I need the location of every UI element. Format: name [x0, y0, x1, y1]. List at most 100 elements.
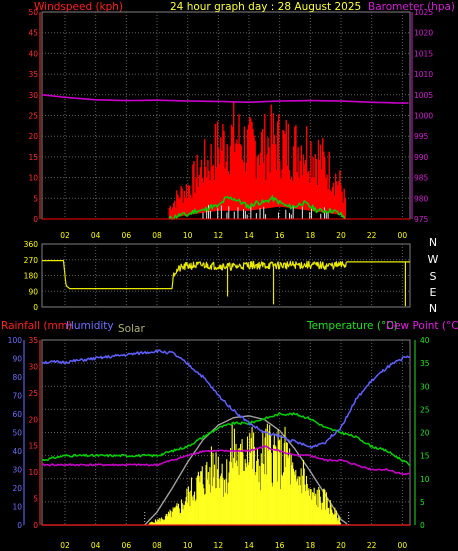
humidity-tick-label: 60 [12, 410, 22, 419]
compass-south: S [429, 270, 437, 283]
windspeed-tick-label: 50 [28, 8, 38, 17]
climate-panel-x-tick-label: 10 [183, 541, 193, 550]
wind-panel-x-tick-label: 02 [60, 231, 70, 240]
humidity-tick-label: 0 [17, 521, 22, 530]
rainfall-tick-label: 25 [28, 389, 38, 398]
temperature-tick-label: 15 [420, 452, 430, 461]
rainfall-tick-label: 30 [28, 362, 38, 371]
compass-east: E [429, 286, 437, 299]
humidity-tick-label: 70 [12, 392, 22, 401]
wind-panel-x-tick-label: 12 [214, 231, 224, 240]
wind-panel-x-tick-label: 10 [183, 231, 193, 240]
windspeed-tick-label: 25 [28, 112, 38, 121]
wind-panel-x-tick-label: 00 [398, 231, 408, 240]
climate-panel-x-tick-label: 02 [60, 541, 70, 550]
windspeed-axis-title: Windspeed (kph) [34, 1, 124, 13]
direction-tick-label: 0 [33, 303, 38, 312]
barometer-line [41, 94, 409, 104]
climate-panel-x-tick-label: 22 [367, 541, 377, 550]
barometer-axis-title: Barometer (hpa) [368, 1, 456, 13]
climate-panel-x-tick-label: 06 [122, 541, 132, 550]
humidity-line [41, 349, 411, 449]
direction-tick-label: 360 [24, 240, 39, 249]
temperature-tick-label: 25 [420, 405, 430, 414]
wind-panel-x-tick-label: 04 [91, 231, 101, 240]
compass-north-top: N [428, 236, 438, 249]
humidity-tick-label: 30 [12, 466, 22, 475]
rainfall-tick-label: 10 [28, 468, 38, 477]
windspeed-tick-label: 0 [33, 215, 38, 224]
humidity-tick-label: 100 [8, 336, 23, 345]
barometer-tick-label: 1025 [414, 8, 433, 17]
climate-panel-x-tick-label: 20 [336, 541, 346, 550]
direction-tick-label: 90 [28, 287, 38, 296]
barometer-tick-label: 990 [414, 153, 429, 162]
humidity-tick-label: 50 [12, 429, 22, 438]
temperature-tick-label: 30 [420, 382, 430, 391]
barometer-tick-label: 1005 [414, 91, 433, 100]
climate-panel-x-tick-label: 00 [398, 541, 408, 550]
rainfall-axis-title: Rainfall (mm) [1, 320, 73, 332]
wind-gust-bars [168, 102, 346, 219]
average-wind-line [168, 195, 346, 220]
rainfall-tick-label: 5 [33, 495, 38, 504]
temperature-tick-label: 10 [420, 475, 430, 484]
temperature-tick-label: 0 [420, 521, 425, 530]
compass-north-bottom: N [428, 302, 438, 315]
direction-tick-label: 180 [24, 272, 39, 281]
windspeed-tick-label: 30 [28, 91, 38, 100]
wind-panel-x-tick-label: 08 [152, 231, 162, 240]
solar-label: Solar [118, 323, 145, 335]
barometer-tick-label: 980 [414, 194, 429, 203]
dew-point-line [41, 444, 411, 476]
wind-panel-x-tick-label: 18 [306, 231, 316, 240]
wind-panel-x-tick-label: 06 [122, 231, 132, 240]
wind-direction-line [41, 260, 410, 290]
windspeed-tick-label: 20 [28, 132, 38, 141]
humidity-axis-title: Humidity [66, 320, 114, 332]
temperature-axis-title: Temperature (°C) [307, 320, 398, 332]
barometer-tick-label: 1020 [414, 29, 433, 38]
solar-max-curve [144, 415, 348, 526]
windspeed-tick-label: 45 [28, 29, 38, 38]
windspeed-tick-label: 40 [28, 49, 38, 58]
climate-panel-x-tick-label: 14 [244, 541, 254, 550]
temperature-tick-label: 35 [420, 359, 430, 368]
rainfall-tick-label: 20 [28, 415, 38, 424]
climate-panel-x-tick-label: 08 [152, 541, 162, 550]
climate-panel-x-tick-label: 04 [91, 541, 101, 550]
rainfall-tick-label: 0 [33, 521, 38, 530]
rainfall-tick-label: 35 [28, 336, 38, 345]
climate-panel-x-tick-label: 12 [214, 541, 224, 550]
direction-tick-label: 270 [24, 256, 39, 265]
rainfall-tick-label: 15 [28, 442, 38, 451]
barometer-tick-label: 995 [414, 132, 429, 141]
climate-panel-x-tick-label: 18 [306, 541, 316, 550]
wind-panel-x-tick-label: 16 [275, 231, 285, 240]
wind-panel-x-tick-label: 22 [367, 231, 377, 240]
dew-point-axis-title: Dew Point (°C) [386, 320, 458, 332]
barometer-tick-label: 1015 [414, 49, 433, 58]
humidity-tick-label: 40 [12, 447, 22, 456]
wind-panel-x-tick-label: 20 [336, 231, 346, 240]
barometer-tick-label: 975 [414, 215, 429, 224]
climate-panel-x-tick-label: 16 [275, 541, 285, 550]
barometer-tick-label: 1000 [414, 112, 433, 121]
windspeed-tick-label: 5 [33, 194, 38, 203]
windspeed-tick-label: 35 [28, 70, 38, 79]
barometer-tick-label: 1010 [414, 70, 433, 79]
windspeed-tick-label: 15 [28, 153, 38, 162]
wind-panel-x-tick-label: 14 [244, 231, 254, 240]
temperature-line [41, 412, 411, 467]
windspeed-tick-label: 10 [28, 174, 38, 183]
barometer-tick-label: 985 [414, 174, 429, 183]
temperature-tick-label: 40 [420, 336, 430, 345]
compass-west: W [427, 253, 439, 266]
humidity-tick-label: 20 [12, 484, 22, 493]
humidity-tick-label: 90 [12, 355, 22, 364]
temperature-tick-label: 5 [420, 498, 425, 507]
graph-title: 24 hour graph day : 28 August 2025 [170, 1, 362, 13]
humidity-tick-label: 10 [12, 503, 22, 512]
